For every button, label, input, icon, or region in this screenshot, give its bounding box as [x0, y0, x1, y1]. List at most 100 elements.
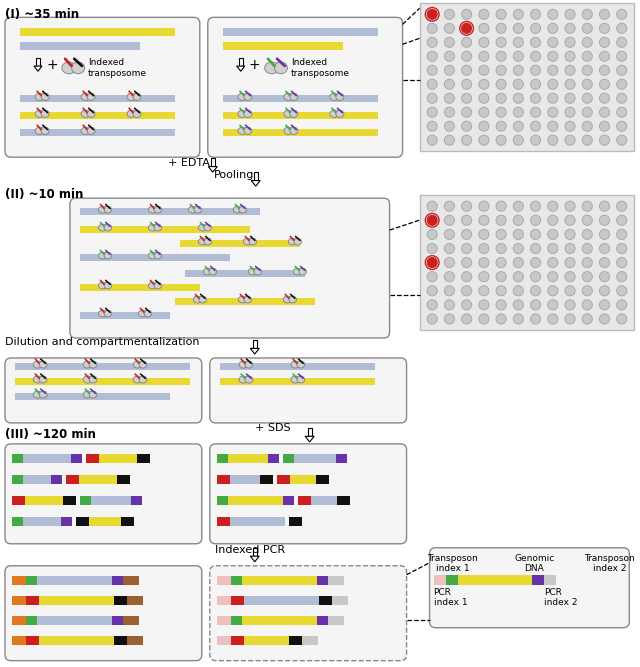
Circle shape — [600, 107, 609, 117]
Bar — [123, 576, 139, 585]
Circle shape — [427, 135, 437, 145]
Ellipse shape — [83, 361, 92, 368]
Bar — [131, 496, 142, 505]
Bar — [217, 454, 228, 463]
Circle shape — [617, 299, 627, 310]
Ellipse shape — [133, 93, 141, 101]
Bar — [545, 575, 556, 585]
Ellipse shape — [148, 282, 157, 289]
Bar — [91, 496, 131, 505]
Circle shape — [600, 285, 609, 296]
Bar — [228, 454, 268, 463]
Ellipse shape — [244, 296, 252, 303]
Circle shape — [513, 121, 524, 131]
Ellipse shape — [245, 361, 253, 368]
Text: Pooling: Pooling — [214, 170, 255, 180]
Ellipse shape — [104, 206, 111, 213]
Circle shape — [513, 9, 524, 19]
Circle shape — [531, 243, 541, 253]
Circle shape — [531, 135, 541, 145]
Bar — [25, 496, 63, 505]
Circle shape — [582, 299, 593, 310]
Circle shape — [617, 65, 627, 75]
Circle shape — [461, 51, 472, 61]
Circle shape — [582, 229, 593, 239]
Ellipse shape — [99, 310, 107, 317]
Ellipse shape — [245, 376, 253, 383]
Ellipse shape — [99, 282, 107, 289]
Ellipse shape — [248, 268, 257, 275]
Bar — [117, 475, 130, 484]
Ellipse shape — [87, 93, 95, 101]
Circle shape — [496, 23, 506, 33]
Bar — [231, 576, 242, 585]
Bar — [283, 496, 294, 505]
Circle shape — [496, 201, 506, 211]
Circle shape — [427, 23, 437, 33]
Circle shape — [600, 257, 609, 267]
Bar — [244, 596, 319, 605]
Circle shape — [427, 37, 437, 47]
Ellipse shape — [244, 127, 252, 135]
Circle shape — [479, 299, 489, 310]
Circle shape — [427, 314, 437, 324]
Bar — [26, 636, 39, 645]
FancyBboxPatch shape — [5, 566, 202, 660]
Ellipse shape — [299, 268, 307, 275]
Bar — [127, 596, 143, 605]
Bar — [420, 3, 634, 151]
Circle shape — [496, 285, 506, 296]
Bar — [301, 636, 317, 645]
Bar — [317, 616, 328, 625]
Ellipse shape — [204, 224, 212, 231]
Circle shape — [582, 51, 592, 61]
Circle shape — [496, 299, 506, 310]
Bar — [12, 596, 26, 605]
Bar — [170, 208, 260, 215]
Bar — [217, 517, 230, 526]
Circle shape — [461, 107, 472, 117]
Circle shape — [427, 271, 437, 281]
Circle shape — [582, 9, 592, 19]
Bar — [298, 496, 310, 505]
Circle shape — [461, 65, 472, 75]
Circle shape — [548, 285, 558, 296]
FancyBboxPatch shape — [429, 548, 629, 628]
Bar — [308, 428, 312, 436]
Ellipse shape — [238, 110, 247, 117]
Bar — [127, 636, 143, 645]
Bar — [283, 454, 294, 463]
Ellipse shape — [39, 376, 47, 383]
Circle shape — [513, 135, 524, 145]
Circle shape — [600, 243, 609, 253]
Bar — [230, 475, 260, 484]
Circle shape — [531, 79, 541, 89]
Circle shape — [617, 23, 627, 33]
Circle shape — [565, 79, 575, 89]
Ellipse shape — [290, 127, 298, 135]
Circle shape — [548, 201, 558, 211]
Circle shape — [496, 314, 506, 324]
Bar — [39, 596, 114, 605]
Bar — [244, 636, 289, 645]
Bar — [20, 112, 175, 119]
Circle shape — [461, 285, 472, 296]
Ellipse shape — [289, 296, 296, 303]
Ellipse shape — [87, 127, 95, 135]
Bar — [80, 496, 91, 505]
Circle shape — [479, 93, 489, 103]
Bar — [80, 208, 220, 215]
Ellipse shape — [72, 62, 84, 74]
Bar — [39, 636, 114, 645]
Ellipse shape — [293, 268, 301, 275]
Polygon shape — [250, 348, 259, 354]
Bar — [180, 240, 300, 247]
Circle shape — [548, 257, 558, 267]
Circle shape — [565, 23, 575, 33]
Circle shape — [496, 121, 506, 131]
Circle shape — [496, 51, 506, 61]
Bar — [20, 28, 175, 36]
Ellipse shape — [33, 361, 42, 368]
Bar — [114, 596, 127, 605]
Bar — [532, 575, 545, 585]
